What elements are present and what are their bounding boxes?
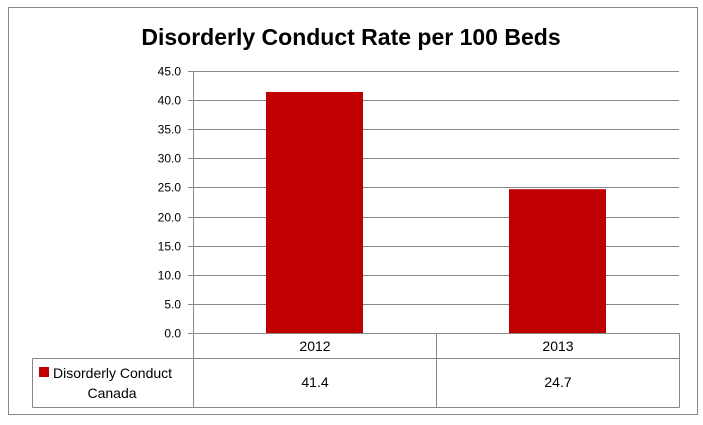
y-tick-label: 0.0 [164, 327, 181, 341]
category-label-2013: 2013 [542, 338, 573, 354]
data-value-2012: 41.4 [301, 374, 328, 390]
y-tick-label: 35.0 [158, 123, 182, 137]
y-tick-label: 5.0 [164, 298, 181, 312]
y-tick-label: 20.0 [158, 211, 182, 225]
y-axis-ticks: 0.0 5.0 10.0 15.0 20.0 25.0 30.0 35.0 40.0 45.0 [158, 65, 193, 341]
series-label-line-2: Canada [87, 385, 136, 401]
y-tick-label: 25.0 [158, 181, 182, 195]
bars [266, 91, 606, 334]
y-tick-label: 10.0 [158, 269, 182, 283]
y-tick-label: 30.0 [158, 152, 182, 166]
bar-2013 [509, 189, 606, 333]
y-tick-label: 15.0 [158, 240, 182, 254]
legend-key [39, 367, 49, 377]
bar-2012 [266, 91, 363, 334]
y-tick-label: 40.0 [158, 94, 182, 108]
data-value-2013: 24.7 [544, 374, 571, 390]
category-label-2012: 2012 [299, 338, 330, 354]
chart-title: Disorderly Conduct Rate per 100 Beds [141, 24, 560, 50]
data-table: 2012 2013 Disorderly Conduct Canada 41.4… [32, 333, 680, 408]
y-tick-label: 45.0 [158, 65, 182, 79]
series-label-line-1: Disorderly Conduct [53, 365, 172, 381]
